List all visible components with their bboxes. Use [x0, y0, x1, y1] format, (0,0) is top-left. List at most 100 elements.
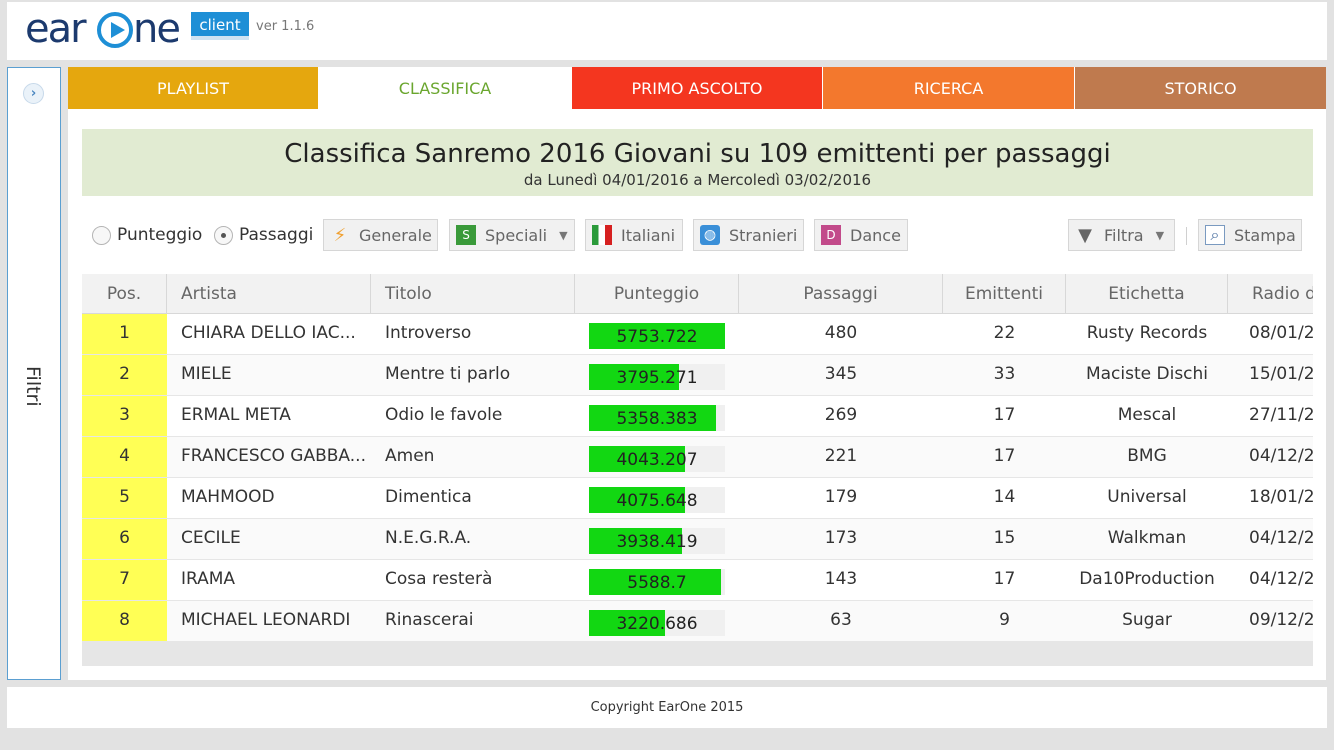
score-bar-track: 5588.7 — [589, 569, 725, 595]
score-bar-fill — [589, 364, 679, 390]
cell-etichetta: Sugar — [1122, 610, 1172, 630]
cell-radio-date: 04/12/20 — [1249, 528, 1313, 548]
cell-radio-date: 09/12/20 — [1249, 610, 1313, 630]
col-radio-date[interactable]: Radio d — [1252, 284, 1313, 304]
table-row[interactable]: 7 IRAMA Cosa resterà 5588.7 143 17 Da10Product… — [82, 560, 1313, 601]
score-bar-fill — [589, 487, 685, 513]
filtra-button[interactable]: ▼ Filtra ▼ — [1068, 219, 1175, 251]
cell-passaggi: 221 — [824, 446, 858, 466]
italiani-label: Italiani — [621, 225, 676, 245]
chart-toolbar: Punteggio Passaggi ⚡ Generale S Speciali… — [92, 219, 1302, 253]
cell-punteggio: 5358.383 — [616, 409, 698, 429]
table-header: Pos. Artista Titolo Punteggio Passaggi E… — [82, 274, 1313, 314]
cell-artista: CHIARA DELLO IAC... — [181, 323, 356, 343]
score-bar-track: 3220.686 — [589, 610, 725, 636]
cell-passaggi: 143 — [824, 569, 858, 589]
filtra-label: Filtra — [1104, 225, 1144, 245]
main-tabs: PLAYLIST CLASSIFICA PRIMO ASCOLTO RICERC… — [68, 67, 1326, 109]
chevron-right-icon[interactable]: › — [23, 83, 44, 104]
score-bar-fill — [589, 405, 716, 431]
cell-etichetta: Mescal — [1117, 405, 1177, 425]
generale-label: Generale — [359, 225, 432, 245]
italiani-button[interactable]: Italiani — [585, 219, 683, 251]
tab-primo-ascolto[interactable]: PRIMO ASCOLTO — [572, 67, 823, 109]
cell-emittenti: 33 — [993, 364, 1016, 384]
table-row[interactable]: 2 MIELE Mentre ti parlo 3795.271 345 33 Macist… — [82, 355, 1313, 396]
table-row[interactable]: 4 FRANCESCO GABBA... Amen 4043.207 221 17 BMG 0… — [82, 437, 1313, 478]
score-bar-track: 4075.648 — [589, 487, 725, 513]
play-icon — [97, 12, 133, 48]
chevron-down-icon: ▼ — [1155, 228, 1165, 242]
cell-etichetta: Walkman — [1107, 528, 1187, 548]
cell-punteggio: 5588.7 — [627, 573, 687, 593]
cell-radio-date: 08/01/20 — [1249, 323, 1313, 343]
footer-copyright: Copyright EarOne 2015 — [7, 687, 1327, 728]
cell-pos: 3 — [82, 396, 167, 436]
sidebar-filters-label[interactable]: Filtri — [22, 366, 44, 407]
speciali-icon: S — [456, 225, 476, 245]
cell-titolo: Cosa resterà — [385, 569, 493, 589]
radio-punteggio-dot[interactable] — [92, 225, 111, 245]
cell-pos: 7 — [82, 560, 167, 600]
tab-ricerca[interactable]: RICERCA — [823, 67, 1075, 109]
app-header: ear ne client ver 1.1.6 — [7, 2, 1327, 60]
generale-button[interactable]: ⚡ Generale — [323, 219, 438, 251]
radio-passaggi[interactable]: Passaggi — [214, 225, 313, 245]
score-bar-fill — [589, 610, 665, 636]
cell-passaggi: 269 — [824, 405, 858, 425]
ranking-table: Pos. Artista Titolo Punteggio Passaggi E… — [82, 274, 1313, 666]
cell-etichetta: Rusty Records — [1086, 323, 1208, 343]
col-etichetta[interactable]: Etichetta — [1066, 274, 1228, 314]
cell-pos: 5 — [82, 478, 167, 518]
cell-punteggio: 4043.207 — [616, 450, 698, 470]
cell-passaggi: 63 — [830, 610, 852, 630]
cell-radio-date: 27/11/20 — [1249, 405, 1313, 425]
cell-artista: FRANCESCO GABBA... — [181, 446, 366, 466]
lightning-icon: ⚡ — [333, 224, 347, 246]
filters-sidebar[interactable]: › Filtri — [7, 67, 61, 680]
cell-titolo: Odio le favole — [385, 405, 503, 425]
table-row[interactable]: 6 CECILE N.E.G.R.A. 3938.419 173 15 Walkman 04/… — [82, 519, 1313, 560]
cell-etichetta: Universal — [1107, 487, 1187, 507]
table-row[interactable]: 1 CHIARA DELLO IAC... Introverso 5753.722 48… — [82, 314, 1313, 355]
cell-emittenti: 17 — [993, 405, 1016, 425]
table-row[interactable]: 5 MAHMOOD Dimentica 4075.648 179 14 Universal 1… — [82, 478, 1313, 519]
cell-emittenti: 9 — [999, 610, 1010, 630]
dance-label: Dance — [850, 225, 901, 245]
stampa-button[interactable]: ⌕ Stampa — [1198, 219, 1302, 251]
cell-titolo: N.E.G.R.A. — [385, 528, 472, 548]
col-emittenti[interactable]: Emittenti — [943, 274, 1066, 314]
cell-artista: MIELE — [181, 364, 232, 384]
cell-punteggio: 3795.271 — [616, 368, 698, 388]
tab-classifica[interactable]: CLASSIFICA — [319, 67, 572, 109]
col-artista[interactable]: Artista — [167, 274, 371, 314]
score-bar-track: 5753.722 — [589, 323, 725, 349]
stranieri-label: Stranieri — [729, 225, 798, 245]
cell-artista: IRAMA — [181, 569, 236, 589]
dance-icon: D — [821, 225, 841, 245]
radio-passaggi-label: Passaggi — [239, 225, 314, 245]
italy-flag-icon — [592, 225, 612, 245]
cell-punteggio: 3220.686 — [616, 614, 698, 634]
score-bar-track: 3938.419 — [589, 528, 725, 554]
tab-playlist[interactable]: PLAYLIST — [68, 67, 319, 109]
score-bar-track: 4043.207 — [589, 446, 725, 472]
tab-storico[interactable]: STORICO — [1075, 67, 1326, 109]
col-passaggi[interactable]: Passaggi — [739, 274, 943, 314]
cell-artista: MAHMOOD — [181, 487, 275, 507]
radio-passaggi-dot[interactable] — [214, 225, 233, 245]
table-row[interactable]: 3 ERMAL META Odio le favole 5358.383 269 17 Me… — [82, 396, 1313, 437]
speciali-button[interactable]: S Speciali ▼ — [449, 219, 575, 251]
col-pos[interactable]: Pos. — [82, 274, 167, 314]
table-row[interactable]: 8 MICHAEL LEONARDI Rinascerai 3220.686 63 9 Su… — [82, 601, 1313, 642]
cell-etichetta: Maciste Dischi — [1085, 364, 1209, 384]
score-bar-track: 5358.383 — [589, 405, 725, 431]
dance-button[interactable]: D Dance — [814, 219, 908, 251]
col-titolo[interactable]: Titolo — [371, 274, 575, 314]
col-punteggio[interactable]: Punteggio — [575, 274, 739, 314]
stranieri-button[interactable]: ◍ Stranieri — [693, 219, 804, 251]
cell-pos: 8 — [82, 601, 167, 641]
version-label: ver 1.1.6 — [256, 19, 315, 34]
radio-punteggio[interactable]: Punteggio — [92, 225, 202, 245]
cell-titolo: Amen — [385, 446, 435, 466]
